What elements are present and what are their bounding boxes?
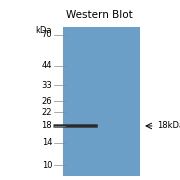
Text: 33: 33 <box>41 81 52 90</box>
Text: 70: 70 <box>42 30 52 39</box>
Text: Western Blot: Western Blot <box>66 10 132 20</box>
Text: kDa: kDa <box>36 26 52 35</box>
Text: 10: 10 <box>42 161 52 170</box>
Text: 26: 26 <box>42 97 52 106</box>
Text: 44: 44 <box>42 61 52 70</box>
Text: 22: 22 <box>42 108 52 117</box>
Text: 18kDa: 18kDa <box>157 122 180 130</box>
Bar <box>63 27 140 176</box>
Text: 14: 14 <box>42 138 52 147</box>
FancyBboxPatch shape <box>53 124 98 128</box>
Text: 18: 18 <box>42 122 52 130</box>
